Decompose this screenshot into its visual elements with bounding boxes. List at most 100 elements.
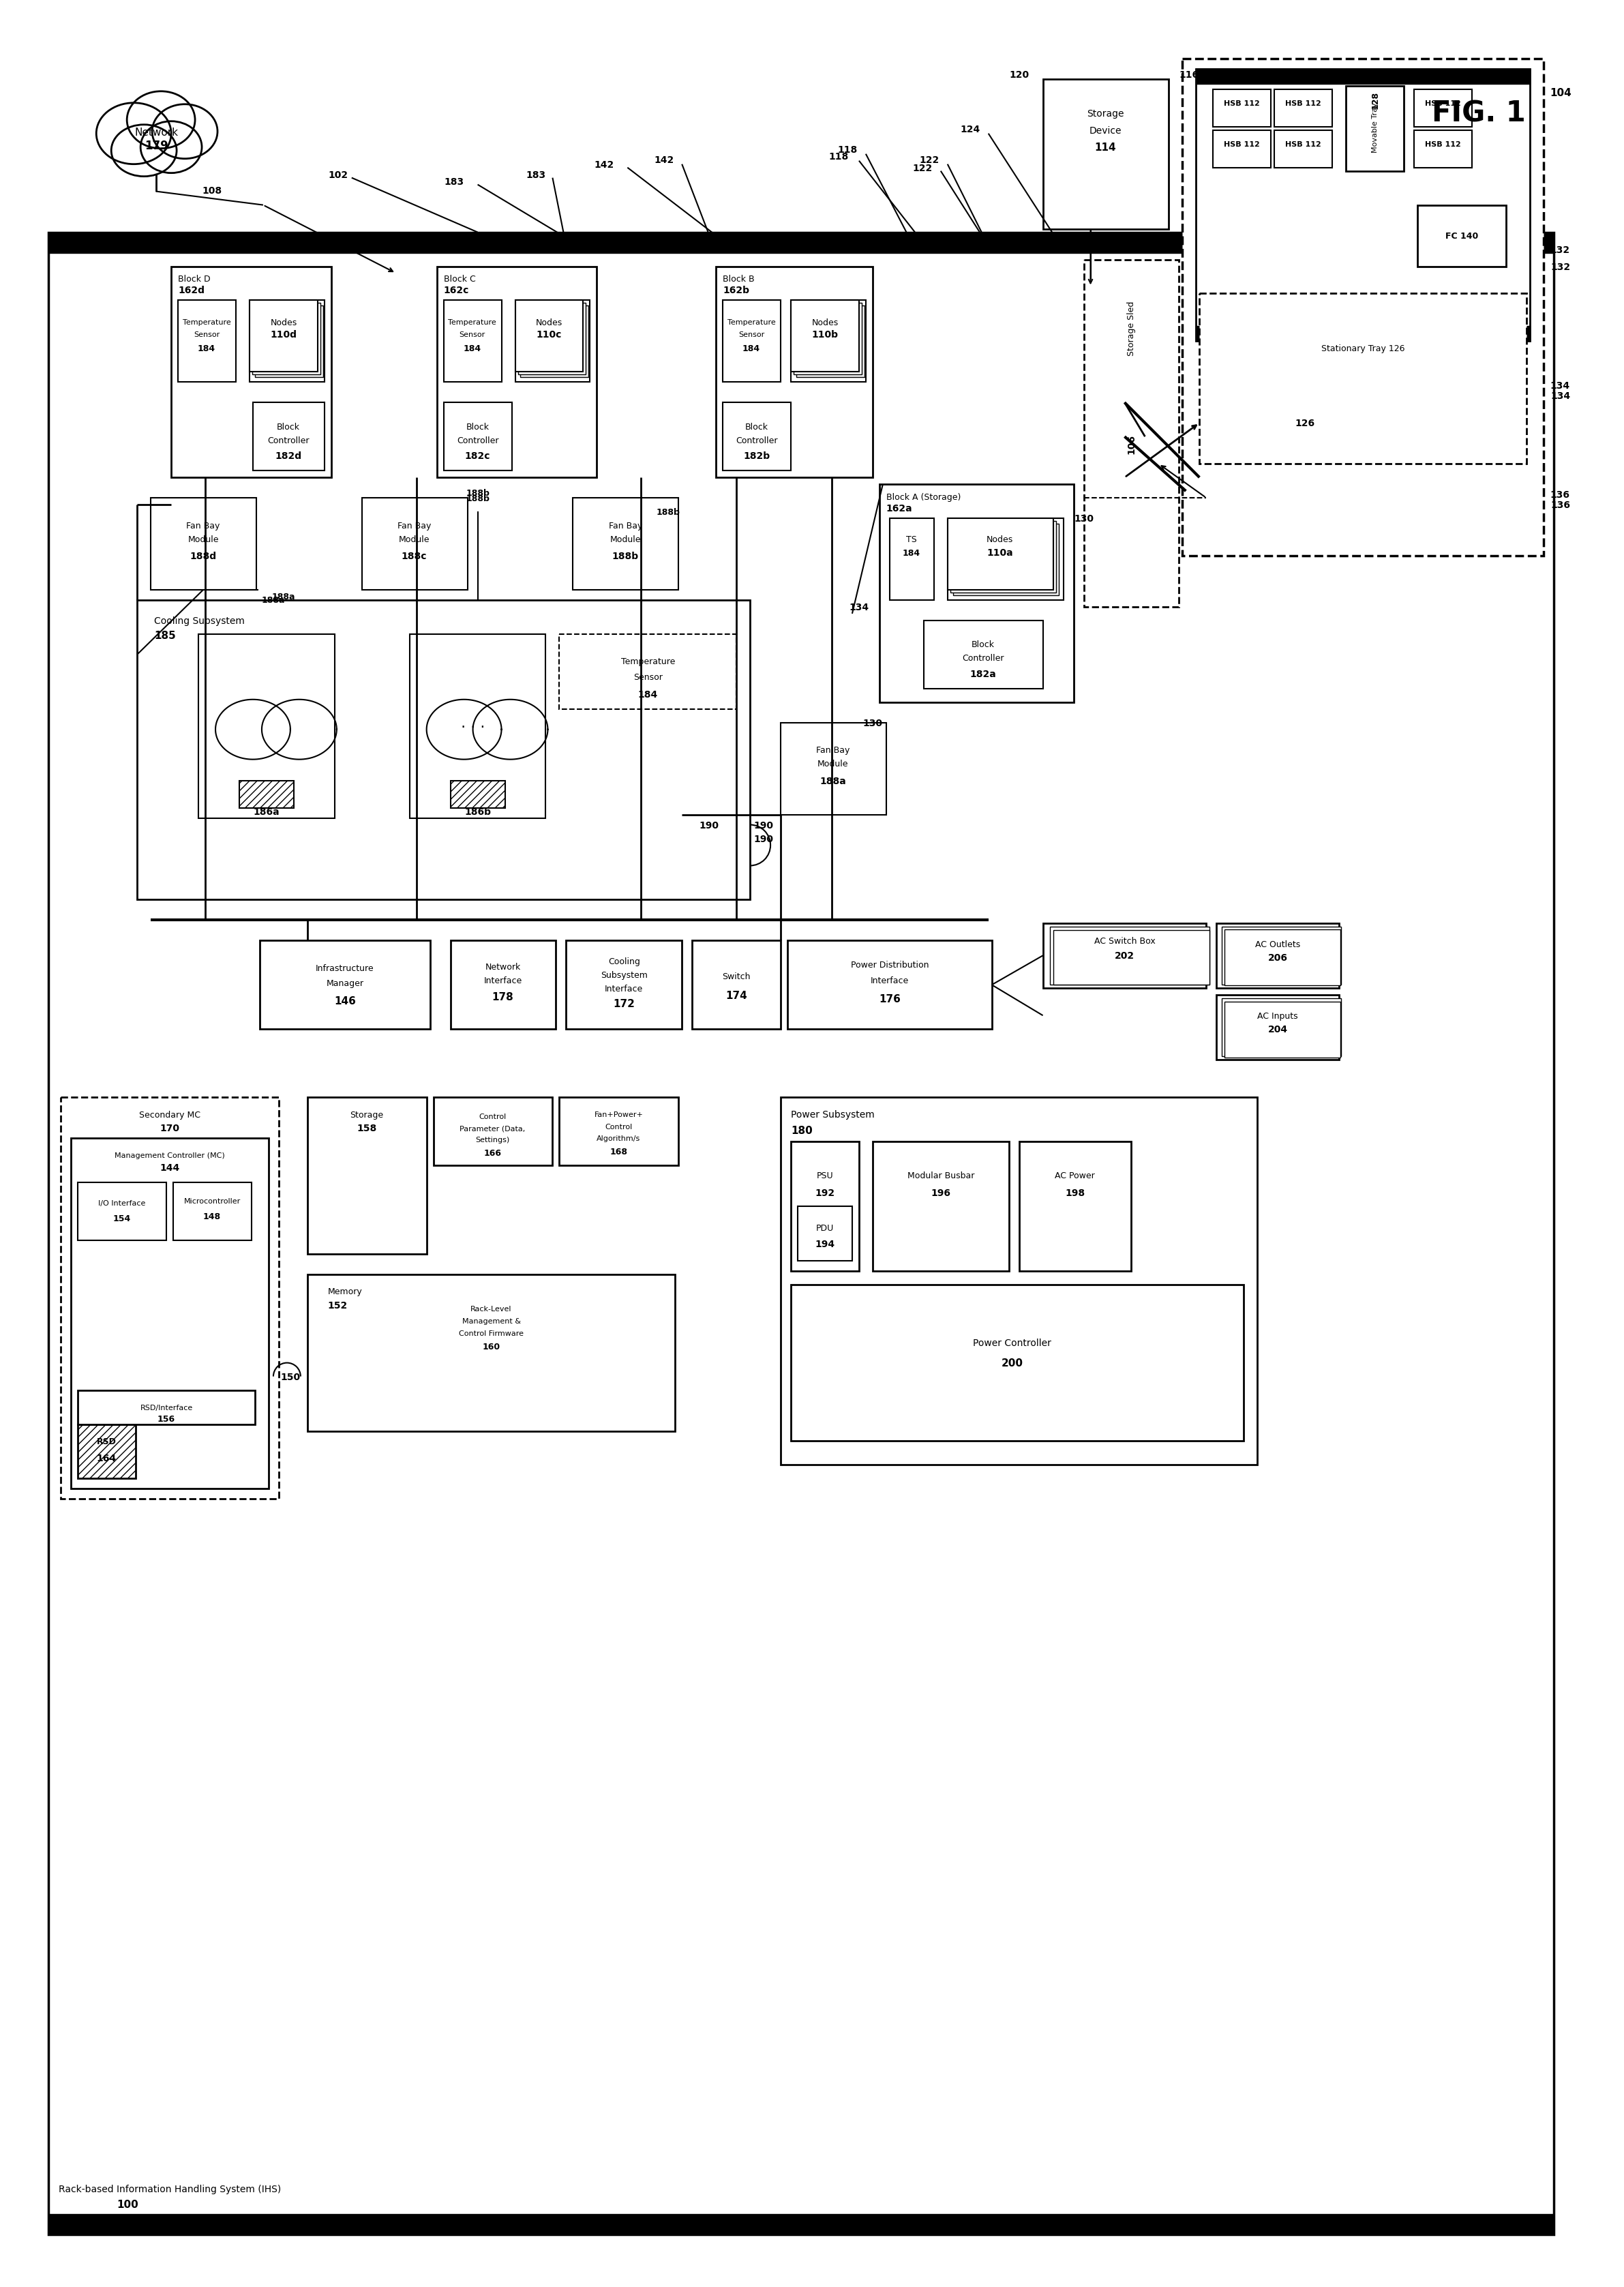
Bar xyxy=(1043,924,1207,988)
Bar xyxy=(794,304,862,375)
Text: Parameter (Data,: Parameter (Data, xyxy=(460,1125,526,1132)
Text: AC Inputs: AC Inputs xyxy=(1257,1011,1298,1020)
Text: Algorithm/s: Algorithm/s xyxy=(596,1134,640,1141)
Text: 162c: 162c xyxy=(443,286,469,295)
Text: 186b: 186b xyxy=(464,807,490,816)
Text: 188a: 188a xyxy=(820,775,846,787)
Text: Fan Bay: Fan Bay xyxy=(187,521,219,531)
Bar xyxy=(1182,59,1543,556)
Text: 138: 138 xyxy=(1148,238,1169,247)
Text: Device: Device xyxy=(1090,126,1122,135)
Bar xyxy=(515,302,583,373)
Bar xyxy=(1415,89,1471,128)
Text: AC Power: AC Power xyxy=(1056,1171,1095,1180)
Bar xyxy=(947,519,1064,601)
Bar xyxy=(1216,995,1340,1061)
Text: I/O Interface: I/O Interface xyxy=(99,1201,146,1208)
Bar xyxy=(1216,924,1340,988)
Bar xyxy=(1195,69,1530,341)
Bar xyxy=(1213,130,1272,169)
Bar xyxy=(255,306,323,377)
Text: 104: 104 xyxy=(1551,89,1572,98)
Text: Power Controller: Power Controller xyxy=(973,1338,1051,1347)
Bar xyxy=(791,1141,859,1272)
Text: 110c: 110c xyxy=(536,329,562,341)
Text: 178: 178 xyxy=(492,993,513,1002)
Text: 198: 198 xyxy=(1065,1187,1085,1198)
Bar xyxy=(781,1098,1257,1466)
Text: FC 140: FC 140 xyxy=(1445,231,1478,240)
Text: 150: 150 xyxy=(281,1372,300,1381)
Text: Sensor: Sensor xyxy=(739,332,765,338)
Ellipse shape xyxy=(141,121,201,174)
Text: 118: 118 xyxy=(838,144,857,156)
Bar xyxy=(872,1141,1009,1272)
Bar xyxy=(253,403,325,471)
Text: 182a: 182a xyxy=(970,670,996,679)
Text: 148: 148 xyxy=(203,1212,221,1221)
Text: Cooling Subsystem: Cooling Subsystem xyxy=(154,615,245,627)
Bar xyxy=(796,306,864,377)
Bar xyxy=(179,302,235,382)
Bar xyxy=(250,302,318,373)
Text: 162d: 162d xyxy=(179,286,205,295)
Text: Infrastructure: Infrastructure xyxy=(315,963,374,972)
Bar xyxy=(791,1285,1244,1441)
Text: Block: Block xyxy=(466,423,489,432)
Bar xyxy=(1346,87,1403,172)
Text: 192: 192 xyxy=(815,1187,835,1198)
Text: Control: Control xyxy=(479,1114,507,1121)
Bar xyxy=(559,1098,679,1166)
Bar xyxy=(1200,295,1527,464)
Bar xyxy=(947,519,1052,590)
Bar xyxy=(49,233,1554,254)
Bar xyxy=(723,403,791,471)
Bar xyxy=(953,524,1059,595)
Bar xyxy=(791,302,866,382)
Bar xyxy=(260,940,430,1029)
Text: Module: Module xyxy=(188,535,219,544)
Text: AC Outlets: AC Outlets xyxy=(1255,940,1301,949)
Bar xyxy=(559,633,736,709)
Text: 190: 190 xyxy=(754,821,773,830)
Text: 106: 106 xyxy=(1127,435,1137,453)
Text: Modular Busbar: Modular Busbar xyxy=(908,1171,974,1180)
Text: HSB 112: HSB 112 xyxy=(1224,101,1260,107)
Text: 130: 130 xyxy=(1073,515,1093,524)
Bar xyxy=(450,940,555,1029)
Text: Network: Network xyxy=(486,963,521,972)
Text: Manager: Manager xyxy=(326,979,364,988)
Text: Movable Tray: Movable Tray xyxy=(1372,103,1379,153)
Text: 186a: 186a xyxy=(253,807,279,816)
Text: HSB 112: HSB 112 xyxy=(1285,142,1320,149)
Bar xyxy=(788,940,992,1029)
Text: 118: 118 xyxy=(828,151,849,162)
Text: 130: 130 xyxy=(862,718,882,727)
Text: Block: Block xyxy=(276,423,300,432)
Text: Settings): Settings) xyxy=(476,1137,510,1144)
Text: 182d: 182d xyxy=(274,451,302,462)
Bar xyxy=(78,1182,166,1240)
Text: Fan Bay: Fan Bay xyxy=(398,521,430,531)
Text: 136: 136 xyxy=(1551,489,1570,501)
Bar xyxy=(60,1098,279,1500)
Text: Switch: Switch xyxy=(723,972,750,981)
Text: 132: 132 xyxy=(1551,263,1570,272)
Text: Interface: Interface xyxy=(604,983,643,993)
Text: 172: 172 xyxy=(614,999,635,1009)
Text: Network: Network xyxy=(135,128,179,137)
Text: 184: 184 xyxy=(638,691,658,700)
Bar xyxy=(1224,1002,1340,1059)
Bar xyxy=(307,1098,427,1253)
Text: Controller: Controller xyxy=(961,654,1004,663)
Bar xyxy=(250,302,325,382)
Text: 138: 138 xyxy=(1138,236,1158,245)
Text: Management Controller (MC): Management Controller (MC) xyxy=(115,1153,226,1160)
Text: 116: 116 xyxy=(1179,71,1199,80)
Bar xyxy=(409,633,546,819)
Text: 182c: 182c xyxy=(464,451,490,462)
Text: 206: 206 xyxy=(1268,954,1288,963)
Text: 162a: 162a xyxy=(887,503,913,512)
Bar xyxy=(362,499,468,590)
Ellipse shape xyxy=(127,91,195,149)
